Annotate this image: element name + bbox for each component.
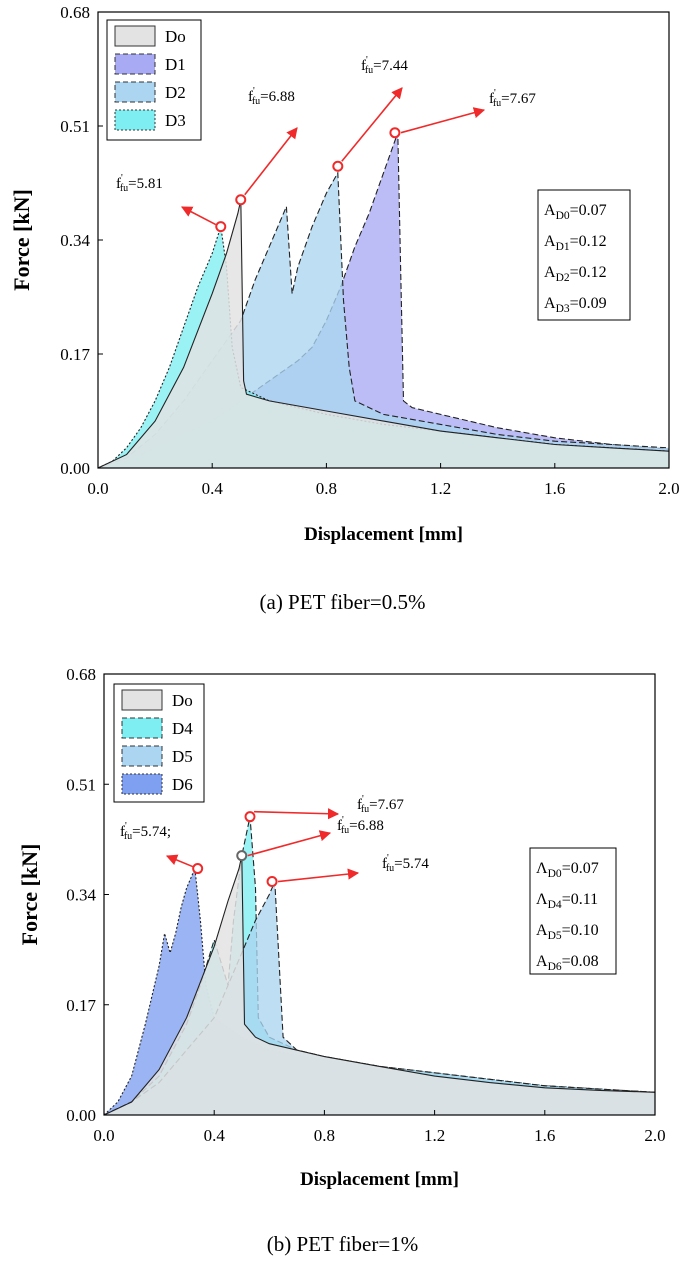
peak-label: f' fu=7.44 — [361, 55, 408, 76]
legend-label-D3: D3 — [165, 111, 186, 130]
legend-swatch-Do — [121, 689, 163, 711]
x-tick-label: 1.6 — [534, 1126, 555, 1145]
series-line-Do — [98, 199, 669, 468]
area-label-D3: AD3=0.09 — [544, 295, 607, 315]
area-box — [537, 189, 631, 321]
series-line-D6 — [104, 866, 655, 1115]
x-tick-label: 0.4 — [204, 1126, 226, 1145]
area-label-D0: ΛD0=0.07 — [536, 860, 599, 880]
peak-marker — [236, 850, 248, 862]
legend-label-D5: D5 — [172, 747, 193, 766]
peak-label: f' fu=5.74 — [382, 853, 429, 874]
legend-label-D6: D6 — [172, 775, 193, 794]
series-area-Do — [104, 855, 655, 1115]
peak-marker — [266, 876, 278, 888]
caption-a: (a) PET fiber=0.5% — [259, 590, 426, 614]
y-axis-label: Force [kN] — [9, 189, 34, 291]
x-tick-label: 1.2 — [430, 479, 451, 498]
legend-swatch-D1 — [114, 53, 156, 75]
peak-marker — [244, 811, 256, 823]
peak-label: f' fu=5.81 — [116, 173, 163, 194]
peak-arrow — [247, 830, 332, 857]
series-area-D1 — [98, 132, 669, 468]
legend-swatch-Do — [114, 25, 156, 47]
series-line-Do — [104, 855, 655, 1115]
legend-label-D1: D1 — [165, 55, 186, 74]
area-label-D4: ΛD4=0.11 — [536, 891, 598, 911]
area-label-D1: AD1=0.12 — [544, 233, 607, 253]
peak-arrow — [253, 808, 340, 820]
peak-label: f' fu=5.74; — [120, 821, 171, 842]
y-tick-label: 0.68 — [66, 665, 96, 684]
peak-arrow — [165, 854, 193, 868]
x-tick-label: 2.0 — [658, 479, 679, 498]
series-area-Do — [98, 199, 669, 468]
x-tick-label: 0.0 — [93, 1126, 114, 1145]
legend-swatch-D2 — [114, 81, 156, 103]
x-tick-label: 0.4 — [202, 479, 224, 498]
legend-swatch-D6 — [121, 773, 163, 795]
area-label-D5: AD5=0.10 — [536, 922, 599, 942]
y-tick-label: 0.68 — [60, 3, 90, 22]
area-label-D2: AD2=0.12 — [544, 264, 607, 284]
peak-label: f' fu=7.67 — [357, 794, 404, 815]
peak-label: f' fu=6.88 — [337, 815, 384, 836]
y-tick-label: 0.34 — [60, 231, 90, 250]
legend-label-Do: Do — [165, 27, 186, 46]
area-box — [529, 847, 617, 975]
chart-panel-a: 0.0 0.4 0.8 1.2 1.6 2.0 0.00 0.17 0.34 0.51 0.68 Di… — [9, 3, 680, 545]
caption-b: (b) PET fiber=1% — [266, 1232, 419, 1256]
peak-label: f' fu=7.67 — [489, 88, 536, 109]
legend-swatch-D4 — [121, 717, 163, 739]
x-tick-label: 0.0 — [87, 479, 108, 498]
legend-label-Do: Do — [172, 691, 193, 710]
series-line-D2 — [98, 170, 669, 468]
y-tick-label: 0.51 — [60, 117, 90, 136]
peak-arrow — [341, 87, 403, 162]
x-axis-label: Displacement [mm] — [304, 524, 463, 545]
x-tick-label: 0.8 — [314, 1126, 335, 1145]
y-tick-label: 0.17 — [66, 996, 96, 1015]
peak-marker — [332, 160, 344, 172]
y-axis-label: Force [kN] — [17, 844, 42, 946]
y-tick-label: 0.00 — [66, 1106, 96, 1125]
peak-marker — [235, 194, 247, 206]
area-label-D0: AD0=0.07 — [544, 202, 607, 222]
legend-label-D2: D2 — [165, 83, 186, 102]
peak-arrow — [400, 107, 486, 134]
x-tick-label: 1.6 — [544, 479, 565, 498]
series-group — [98, 132, 669, 468]
y-tick-label: 0.34 — [66, 886, 96, 905]
chart-panel-b: 0.0 0.4 0.8 1.2 1.6 2.0 0.00 0.17 0.34 0.51 0.68 Di… — [17, 665, 666, 1190]
y-tick-label: 0.51 — [66, 775, 96, 794]
y-tick-label: 0.17 — [60, 345, 90, 364]
y-tick-label: 0.00 — [60, 459, 90, 478]
peak-marker — [215, 221, 227, 233]
legend-swatch-D5 — [121, 745, 163, 767]
x-tick-label: 0.8 — [316, 479, 337, 498]
x-axis-label: Displacement [mm] — [300, 1169, 459, 1190]
x-tick-label: 1.2 — [424, 1126, 445, 1145]
area-label-D6: AD6=0.08 — [536, 953, 599, 973]
peak-arrow — [277, 868, 360, 883]
peak-label: f' fu=6.88 — [248, 86, 295, 107]
legend-swatch-D3 — [114, 109, 156, 131]
peak-arrow — [181, 206, 217, 226]
peak-arrow — [244, 127, 298, 196]
legend-label-D4: D4 — [172, 719, 193, 738]
peak-marker — [192, 863, 204, 875]
x-tick-label: 2.0 — [644, 1126, 665, 1145]
peak-marker — [389, 127, 401, 139]
